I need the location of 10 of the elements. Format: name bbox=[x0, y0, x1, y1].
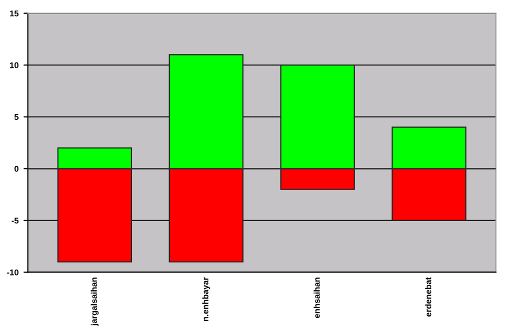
y-tick-label: 0 bbox=[14, 166, 18, 172]
x-tick-label: jargalsaihan bbox=[90, 278, 99, 326]
y-tick-label: 15 bbox=[10, 10, 19, 16]
x-tick-label: n.enhbayar bbox=[202, 277, 210, 322]
y-tick-label: -10 bbox=[7, 269, 18, 276]
x-tick-label: enhsaihan bbox=[314, 278, 320, 318]
x-tick-label: erdenebat bbox=[425, 277, 432, 317]
y-tick-label: 5 bbox=[14, 114, 19, 120]
y-tick-label: -5 bbox=[12, 218, 19, 224]
y-tick-label: 10 bbox=[10, 62, 18, 68]
